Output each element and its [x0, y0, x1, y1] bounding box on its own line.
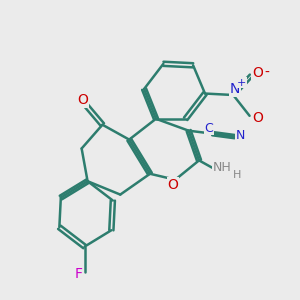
Text: NH: NH — [213, 161, 231, 174]
Text: N: N — [236, 129, 245, 142]
Text: O: O — [252, 66, 263, 80]
Text: -: - — [264, 66, 269, 80]
Text: O: O — [167, 178, 178, 192]
Text: O: O — [253, 111, 263, 125]
Text: O: O — [78, 93, 88, 107]
Text: F: F — [75, 267, 83, 281]
Text: H: H — [232, 170, 241, 180]
Text: +: + — [237, 77, 246, 88]
Text: N: N — [230, 82, 240, 96]
Text: C: C — [205, 122, 213, 135]
